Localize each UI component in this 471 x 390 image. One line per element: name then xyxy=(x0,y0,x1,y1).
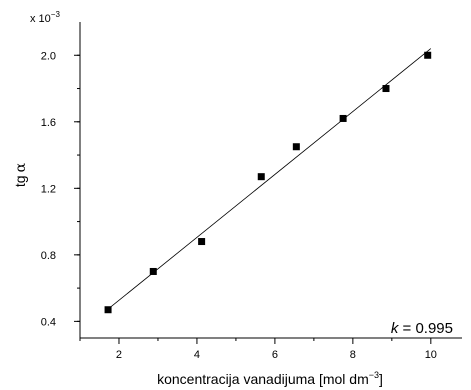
svg-text:koncentracija vanadijuma [mol: koncentracija vanadijuma [mol dm−3] xyxy=(157,370,383,387)
y-tick-label: 1.2 xyxy=(41,183,56,195)
y-axis-multiplier: x 10−3 xyxy=(30,10,60,25)
y-tick-label: 2.0 xyxy=(41,50,56,62)
x-tick-label: 4 xyxy=(194,349,200,361)
fit-line xyxy=(107,48,432,311)
y-tick-label: 1.6 xyxy=(41,117,56,129)
y-axis-ticks: 0.4 0.8 1.2 1.6 2.0 xyxy=(41,50,80,328)
data-point xyxy=(292,143,300,151)
y-axis-title: tg α xyxy=(12,162,29,187)
data-point xyxy=(149,267,157,275)
x-axis-title: koncentracija vanadijuma [mol dm−3] xyxy=(157,370,383,387)
data-point xyxy=(339,114,347,122)
data-point xyxy=(104,306,112,314)
x-tick-label: 2 xyxy=(116,349,122,361)
x-tick-label: 10 xyxy=(425,349,437,361)
k-value: = 0.995 xyxy=(398,320,453,337)
y-multiplier-exponent: −3 xyxy=(51,10,61,19)
y-tick-label: 0.8 xyxy=(41,250,56,262)
x-axis-ticks: 2 4 6 8 10 xyxy=(79,338,437,361)
y-axis-title-main: tg xyxy=(12,175,28,187)
k-symbol: k xyxy=(391,320,400,337)
x-axis-title-close: ] xyxy=(379,371,383,387)
data-point xyxy=(382,85,390,93)
x-axis-title-superscript: −3 xyxy=(369,370,379,380)
data-point xyxy=(198,238,206,246)
svg-text:tgα: tg α xyxy=(12,162,29,187)
data-point xyxy=(257,173,265,181)
fit-line-layer xyxy=(107,48,432,311)
y-axis-title-symbol: α xyxy=(13,162,29,172)
x-axis-title-main: koncentracija vanadijuma [mol dm xyxy=(157,371,369,387)
y-tick-label: 0.4 xyxy=(41,316,56,328)
data-point xyxy=(424,51,432,59)
axes xyxy=(79,22,462,339)
y-multiplier-base: x 10 xyxy=(30,13,51,25)
svg-text:x 10−3: x 10−3 xyxy=(30,10,60,25)
k-annotation: k = 0.995 xyxy=(391,320,453,337)
data-points xyxy=(104,51,432,314)
x-tick-label: 8 xyxy=(350,349,356,361)
x-tick-label: 6 xyxy=(272,349,278,361)
